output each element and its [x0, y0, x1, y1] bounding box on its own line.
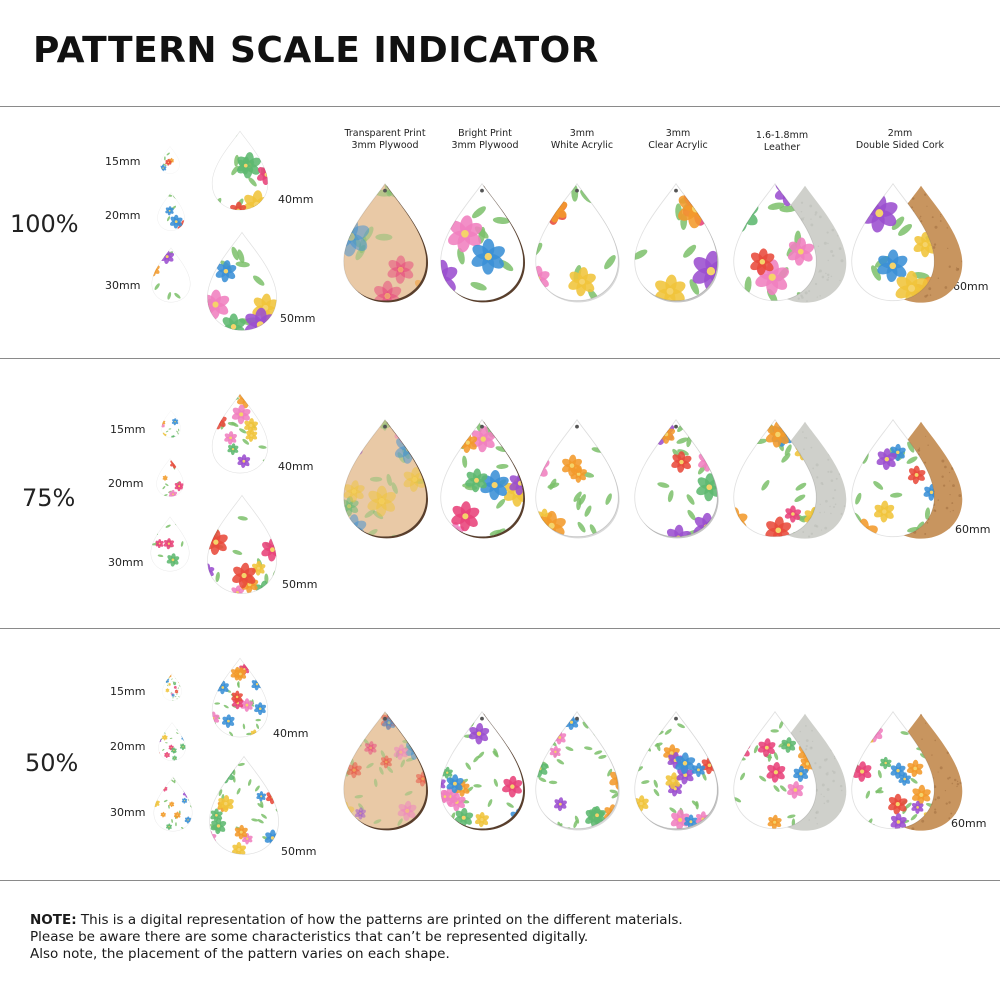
material-headers: Transparent Print 3mm Plywood Bright Pri…	[330, 128, 970, 158]
note-line-2: Please be aware there are some character…	[30, 929, 589, 945]
material-drop-bright-plywood	[440, 418, 525, 539]
size-label-40mm: 40mm	[278, 460, 314, 473]
material-line2: Clear Acrylic	[648, 140, 708, 151]
material-drop-leather	[733, 710, 817, 829]
material-drop-cork	[851, 710, 935, 829]
material-line1: 2mm	[887, 128, 913, 139]
note-line-3: Also note, the placement of the pattern …	[30, 946, 450, 962]
material-header-cork: 2mm Double Sided Cork	[845, 128, 955, 152]
material-line2: 3mm Plywood	[451, 140, 519, 151]
size-label-15mm: 15mm	[105, 155, 141, 168]
note-label: NOTE:	[30, 912, 77, 928]
material-header-leather: 1.6-1.8mm Leather	[727, 130, 837, 154]
size-label-60mm: 60mm	[953, 280, 989, 293]
size-label-60mm: 60mm	[955, 523, 991, 536]
material-line2: 3mm Plywood	[351, 140, 419, 151]
scale-label: 50%	[25, 749, 79, 777]
size-label-15mm: 15mm	[110, 685, 146, 698]
material-line2: Leather	[763, 142, 801, 153]
material-drop-clear-acrylic	[634, 182, 719, 303]
material-drop-transparent-plywood	[343, 182, 428, 303]
material-header-bright-plywood: Bright Print 3mm Plywood	[430, 128, 540, 152]
material-header-transparent-plywood: Transparent Print 3mm Plywood	[330, 128, 440, 152]
material-drop-transparent-plywood	[343, 418, 428, 539]
sample-drop-small	[151, 247, 191, 303]
material-drop-leather	[733, 418, 817, 537]
material-header-white-acrylic: 3mm White Acrylic	[527, 128, 637, 152]
scale-section-50: 50% 15mm 20mm 30mm 40mm 50mm 60mm	[0, 629, 1000, 879]
material-drop-cork	[851, 418, 935, 537]
material-drop-clear-acrylic	[634, 710, 719, 831]
material-line1: 3mm	[665, 128, 691, 139]
sample-drop-small	[162, 673, 182, 701]
size-label-20mm: 20mm	[108, 477, 144, 490]
note-line-1: NOTE: This is a digital representation o…	[30, 912, 970, 929]
size-label-20mm: 20mm	[105, 209, 141, 222]
size-label-60mm: 60mm	[951, 817, 987, 830]
disclaimer-note: NOTE: This is a digital representation o…	[30, 912, 970, 963]
material-drop-bright-plywood	[440, 710, 525, 831]
material-drop-white-acrylic	[535, 182, 620, 303]
scale-label: 75%	[22, 484, 76, 512]
material-drop-leather	[733, 182, 817, 301]
material-drop-bright-plywood	[440, 182, 525, 303]
material-drop-clear-acrylic	[634, 418, 719, 539]
sample-drop-large	[211, 658, 269, 738]
divider	[0, 628, 1000, 629]
sample-drop-small	[158, 722, 186, 762]
divider	[0, 358, 1000, 359]
size-label-40mm: 40mm	[278, 193, 314, 206]
divider	[0, 880, 1000, 881]
sample-drop-large	[207, 494, 277, 594]
sample-drop-small	[160, 146, 180, 174]
size-label-30mm: 30mm	[108, 556, 144, 569]
scale-section-100: 100% 15mm 20mm 30mm 40mm 50mm 60mm	[0, 107, 1000, 357]
sample-drop-large	[207, 231, 277, 331]
material-drop-cork	[851, 182, 935, 301]
size-label-40mm: 40mm	[273, 727, 309, 740]
page-title: PATTERN SCALE INDICATOR	[33, 30, 600, 71]
sample-drop-small	[153, 776, 193, 832]
material-drop-white-acrylic	[535, 418, 620, 539]
size-label-30mm: 30mm	[105, 279, 141, 292]
material-line1: 1.6-1.8mm	[755, 130, 809, 141]
size-label-50mm: 50mm	[281, 845, 317, 858]
material-drop-transparent-plywood	[343, 710, 428, 831]
divider	[0, 106, 1000, 107]
material-line1: Transparent Print	[344, 128, 426, 139]
sample-drop-small	[156, 458, 184, 498]
material-header-clear-acrylic: 3mm Clear Acrylic	[623, 128, 733, 152]
material-line1: Bright Print	[458, 128, 512, 139]
material-line1: 3mm	[569, 128, 595, 139]
sample-drop-large	[211, 394, 269, 474]
scale-label: 100%	[10, 210, 79, 238]
sample-drop-large	[211, 131, 269, 211]
sample-drop-large	[209, 755, 279, 855]
sample-drop-small	[157, 192, 185, 232]
size-label-30mm: 30mm	[110, 806, 146, 819]
material-line2: Double Sided Cork	[855, 140, 945, 151]
scale-section-75: 75% 15mm 20mm 30mm 40mm 50mm 60mm	[0, 359, 1000, 609]
size-label-50mm: 50mm	[280, 312, 316, 325]
size-label-20mm: 20mm	[110, 740, 146, 753]
size-label-15mm: 15mm	[110, 423, 146, 436]
material-drop-white-acrylic	[535, 710, 620, 831]
sample-drop-small	[161, 410, 181, 438]
size-label-50mm: 50mm	[282, 578, 318, 591]
sample-drop-small	[150, 516, 190, 572]
note-text: This is a digital representation of how …	[76, 912, 683, 928]
material-line2: White Acrylic	[550, 140, 614, 151]
